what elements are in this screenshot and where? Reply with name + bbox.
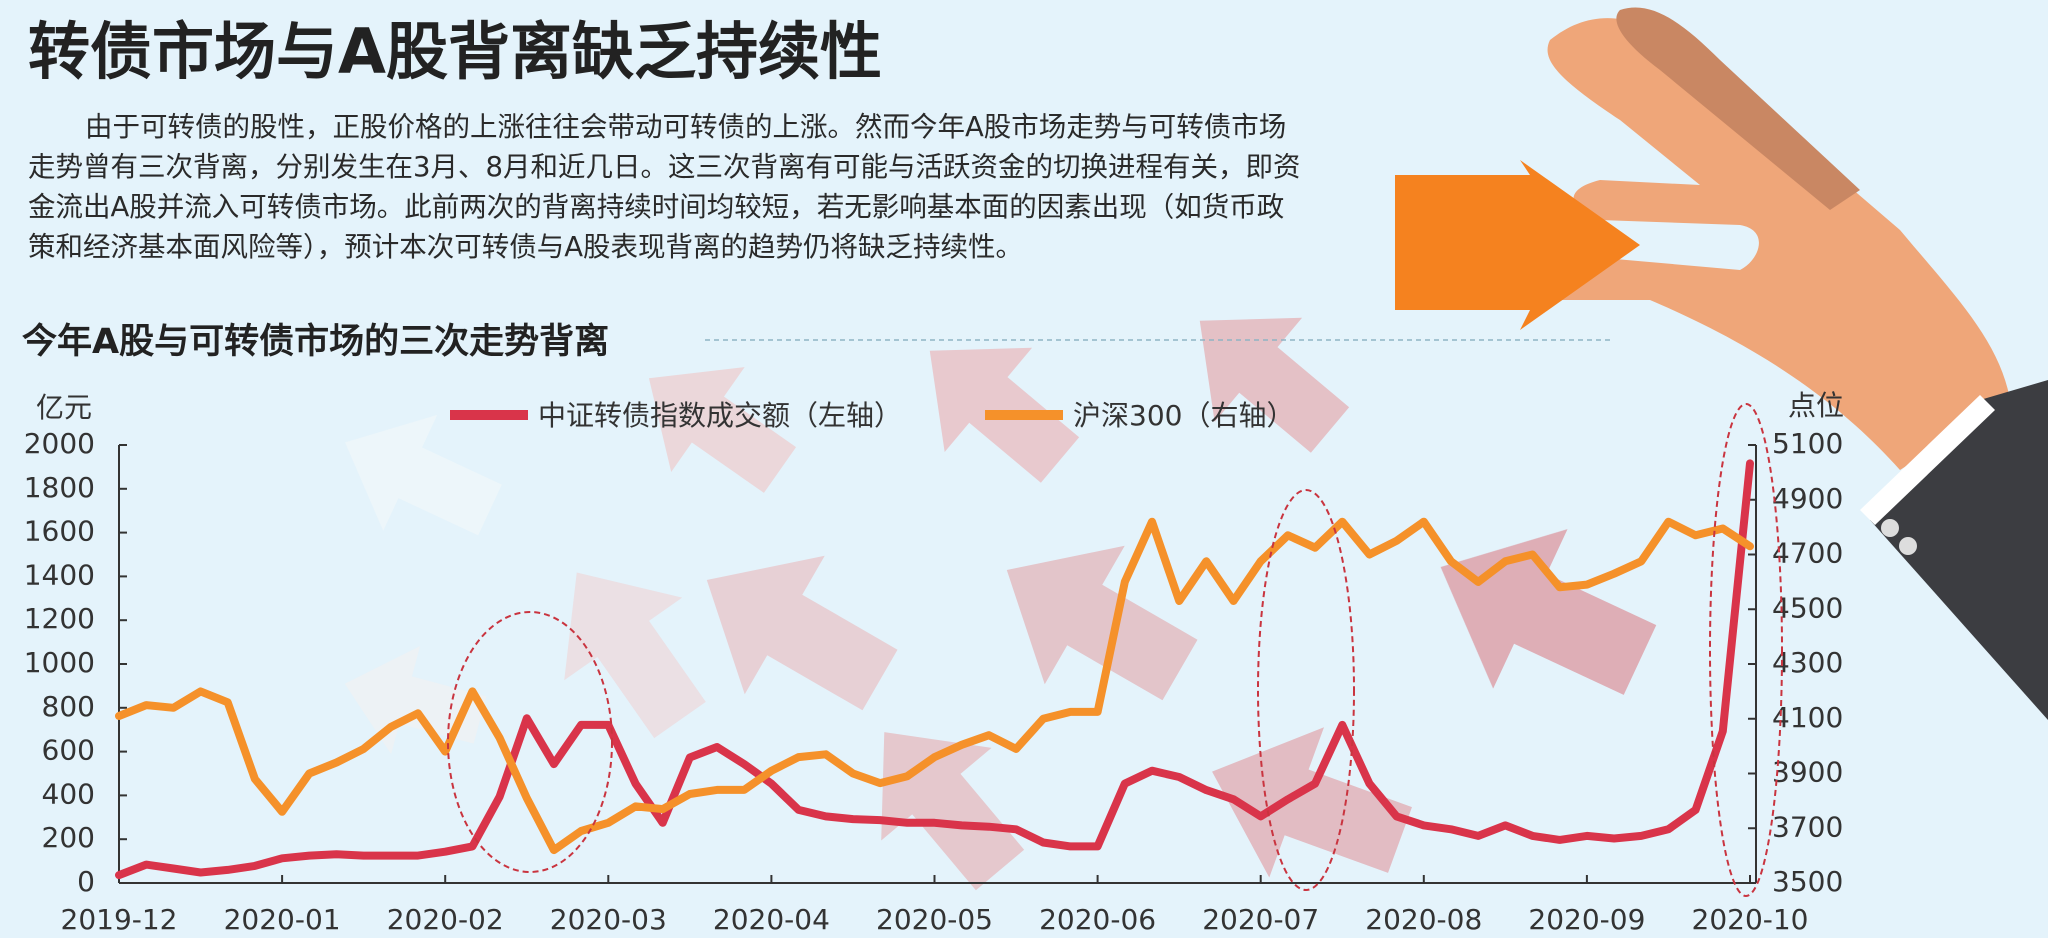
x-tick-label: 2020-01 (224, 903, 341, 936)
paragraph-line: 策和经济基本面风险等），预计本次可转债与A股表现背离的趋势仍将缺乏持续性。 (28, 231, 1023, 263)
series-line (115, 459, 1754, 880)
y-tick-label: 800 (42, 690, 95, 723)
title: 转债市场与A股背离缺乏持续性 (28, 15, 882, 88)
legend-label: 沪深300（右轴） (1073, 399, 1294, 432)
x-tick-label: 2020-07 (1202, 903, 1319, 936)
x-tick-label: 2020-03 (550, 903, 667, 936)
y2-tick-label: 4500 (1772, 591, 1843, 624)
y-axis-label: 亿元 (36, 391, 92, 424)
series-line (115, 517, 1754, 855)
y-tick-label: 1600 (24, 515, 95, 548)
annotations (447, 403, 1783, 897)
x-tick-label: 2020-09 (1528, 903, 1645, 936)
y-tick-label: 1800 (24, 471, 95, 504)
y2-tick-label: 4900 (1772, 482, 1843, 515)
y-tick-label: 600 (42, 734, 95, 767)
legend: 中证转债指数成交额（左轴） 沪深300（右轴） (450, 399, 1294, 432)
y2-tick-label: 4300 (1772, 646, 1843, 679)
y-tick-label: 1200 (24, 602, 95, 635)
x-tick-label: 2020-06 (1039, 903, 1156, 936)
y-tick-label: 2000 (24, 427, 95, 460)
y2-tick-label: 3700 (1772, 810, 1843, 843)
y2-axis-label: 点位 (1788, 389, 1844, 422)
decor-hand (1395, 7, 2048, 720)
y2-tick-label: 4100 (1772, 701, 1843, 734)
y-tick-label: 1000 (24, 646, 95, 679)
paragraph-line: 金流出A股并流入可转债市场。此前两次的背离持续时间均较短，若无影响基本面的因素出… (28, 191, 1284, 223)
x-tick-label: 2020-08 (1365, 903, 1482, 936)
x-tick-label: 2019-12 (61, 903, 178, 936)
y-tick-label: 200 (42, 821, 95, 854)
legend-label: 中证转债指数成交额（左轴） (538, 399, 902, 432)
y2-tick-label: 3900 (1772, 756, 1843, 789)
y2-tick-label: 5100 (1772, 427, 1843, 460)
x-tick-label: 2020-04 (713, 903, 830, 936)
x-tick-label: 2020-10 (1692, 903, 1809, 936)
chart-title: 今年A股与可转债市场的三次走势背离 (22, 321, 609, 362)
y2-tick-label: 3500 (1772, 865, 1843, 898)
paragraph: 由于可转债的股性，正股价格的上涨往往会带动可转债的上涨。然而今年A股市场走势与可… (28, 111, 1301, 263)
y-tick-label: 400 (42, 777, 95, 810)
paragraph-line: 由于可转债的股性，正股价格的上涨往往会带动可转债的上涨。然而今年A股市场走势与可… (85, 111, 1286, 143)
y-tick-label: 1400 (24, 558, 95, 591)
paragraph-line: 走势曾有三次背离，分别发生在3月、8月和近几日。这三次背离有可能与活跃资金的切换… (28, 151, 1301, 183)
x-tick-label: 2020-02 (387, 903, 504, 936)
plot: 0 200 400 600 800 1000 1200 1400 1600 1800 2000 350… (24, 427, 1844, 936)
y-tick-label: 0 (77, 865, 95, 898)
x-tick-label: 2020-05 (876, 903, 993, 936)
y2-tick-label: 4700 (1772, 537, 1843, 570)
